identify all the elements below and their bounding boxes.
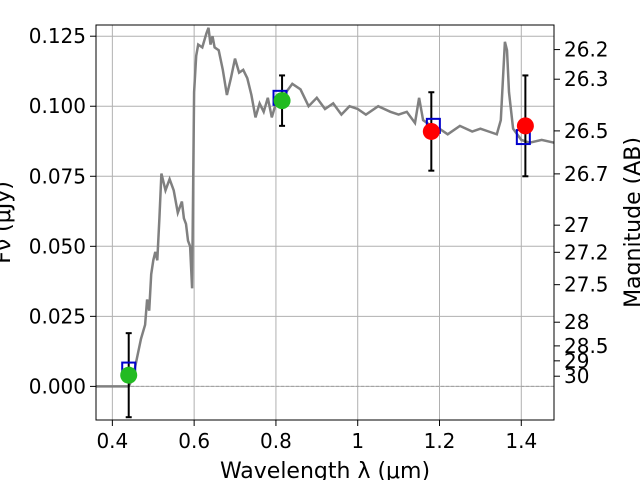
y-tick-label: 0.100 <box>29 94 86 118</box>
model-photometry-markers <box>121 89 531 378</box>
grid-lines <box>96 25 554 420</box>
x-axis-ticks: 0.4 0.6 0.8 1 1.2 1.4 <box>96 420 537 453</box>
right-tick-label: 26.7 <box>564 162 609 186</box>
y-axis-ticks: 0.000 0.025 0.050 0.075 0.100 0.125 <box>29 24 96 398</box>
y-tick-label: 0.050 <box>29 234 86 258</box>
right-axis-label: Magnitude (AB) <box>621 137 640 308</box>
observed-points <box>120 92 534 384</box>
measurement-point <box>516 117 534 135</box>
right-tick-label: 26.3 <box>564 67 609 91</box>
x-tick-label: 1.4 <box>505 429 537 453</box>
x-tick-label: 1 <box>351 429 364 453</box>
right-tick-label: 27.2 <box>564 240 609 264</box>
plot-frame <box>95 24 555 421</box>
right-tick-label: 29 <box>564 349 589 373</box>
detection-point <box>273 92 291 110</box>
y-axis-label: Fν (μJy) <box>0 181 16 264</box>
right-tick-label: 26.2 <box>564 38 609 62</box>
x-tick-label: 0.4 <box>96 429 128 453</box>
right-tick-label: 28 <box>564 310 589 334</box>
x-tick-label: 1.2 <box>424 429 456 453</box>
x-axis-label: Wavelength λ (μm) <box>220 459 430 480</box>
right-tick-label: 27 <box>564 213 589 237</box>
x-tick-label: 0.8 <box>260 429 292 453</box>
measurement-point <box>422 122 440 140</box>
right-tick-label: 27.5 <box>564 273 609 297</box>
y-tick-label: 0.000 <box>29 374 86 398</box>
y-tick-label: 0.125 <box>29 24 86 48</box>
y-tick-label: 0.075 <box>29 164 86 188</box>
x-tick-label: 0.6 <box>178 429 210 453</box>
y-tick-label: 0.025 <box>29 304 86 328</box>
right-tick-label: 28.5 <box>564 334 609 358</box>
detection-point <box>120 366 138 384</box>
right-tick-label: 30 <box>564 364 589 388</box>
right-tick-label: 26.5 <box>564 119 609 143</box>
model-spectrum-line <box>96 27 555 388</box>
